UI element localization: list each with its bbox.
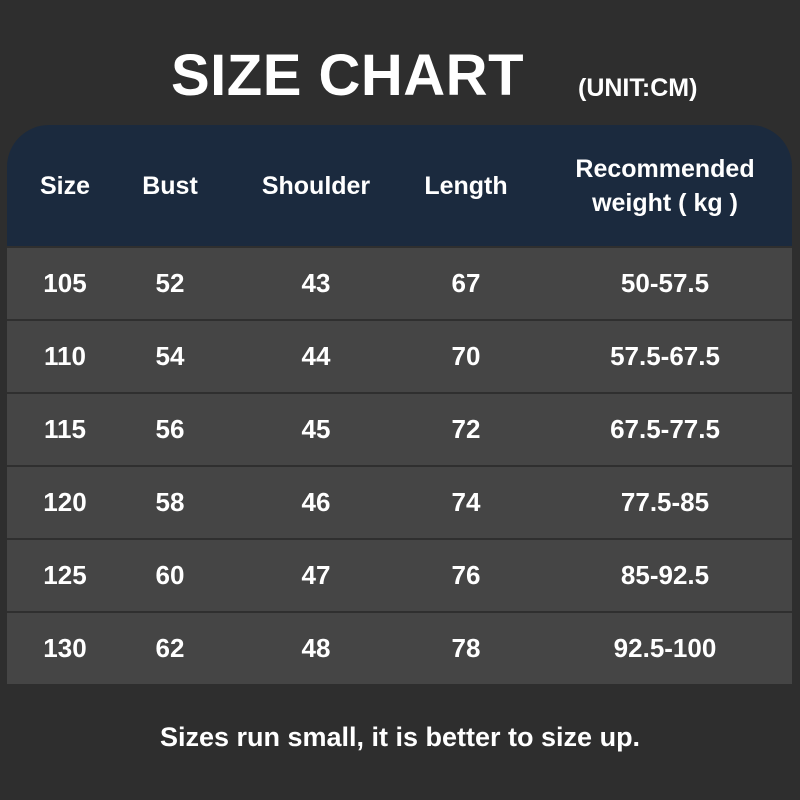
cell-bust: 52 <box>155 268 185 298</box>
cell-weight: 77.5-85 <box>620 487 710 517</box>
cell-bust: 60 <box>155 560 185 590</box>
cell-length: 72 <box>451 414 481 444</box>
table-header: Size Bust Shoulder Length Recommended weight… <box>7 125 792 246</box>
header-shoulder: Shoulder <box>261 171 371 200</box>
cell-shoulder: 46 <box>301 487 331 517</box>
header-weight: Recommended weight ( kg ) <box>575 154 755 217</box>
unit-label: (UNIT:CM) <box>578 74 698 102</box>
cell-size: 105 <box>43 268 87 298</box>
cell-length: 76 <box>451 560 481 590</box>
cell-shoulder: 47 <box>301 560 331 590</box>
cell-length: 78 <box>451 633 481 663</box>
table-row: 130 62 48 78 92.5-100 <box>7 611 792 684</box>
cell-size: 110 <box>44 341 86 371</box>
header-bust: Bust <box>142 171 198 200</box>
cell-size: 130 <box>43 633 87 663</box>
cell-weight: 50-57.5 <box>620 268 710 298</box>
cell-length: 70 <box>451 341 481 371</box>
cell-bust: 58 <box>155 487 185 517</box>
cell-shoulder: 48 <box>301 633 331 663</box>
cell-shoulder: 43 <box>301 268 331 298</box>
cell-size: 125 <box>43 560 87 590</box>
table-row: 110 54 44 70 57.5-67.5 <box>7 319 792 392</box>
cell-weight: 67.5-77.5 <box>610 414 720 444</box>
size-table: Size Bust Shoulder Length Recommended weight… <box>7 125 792 684</box>
cell-size: 115 <box>44 414 86 444</box>
table-row: 115 56 45 72 67.5-77.5 <box>7 392 792 465</box>
cell-bust: 54 <box>155 341 185 371</box>
table-row: 120 58 46 74 77.5-85 <box>7 465 792 538</box>
table-row: 105 52 43 67 50-57.5 <box>7 246 792 319</box>
page-title: SIZE CHART <box>171 43 524 108</box>
header-length: Length <box>424 171 508 200</box>
cell-length: 74 <box>451 487 481 517</box>
table-row: 125 60 47 76 85-92.5 <box>7 538 792 611</box>
cell-weight: 85-92.5 <box>620 560 710 590</box>
footer-note: Sizes run small, it is better to size up… <box>159 722 641 752</box>
cell-shoulder: 44 <box>301 341 331 371</box>
header-size: Size <box>39 171 91 200</box>
cell-weight: 92.5-100 <box>613 633 717 663</box>
cell-size: 120 <box>43 487 87 517</box>
cell-bust: 62 <box>155 633 185 663</box>
cell-weight: 57.5-67.5 <box>610 341 720 371</box>
cell-shoulder: 45 <box>301 414 331 444</box>
cell-length: 67 <box>451 268 481 298</box>
cell-bust: 56 <box>155 414 185 444</box>
